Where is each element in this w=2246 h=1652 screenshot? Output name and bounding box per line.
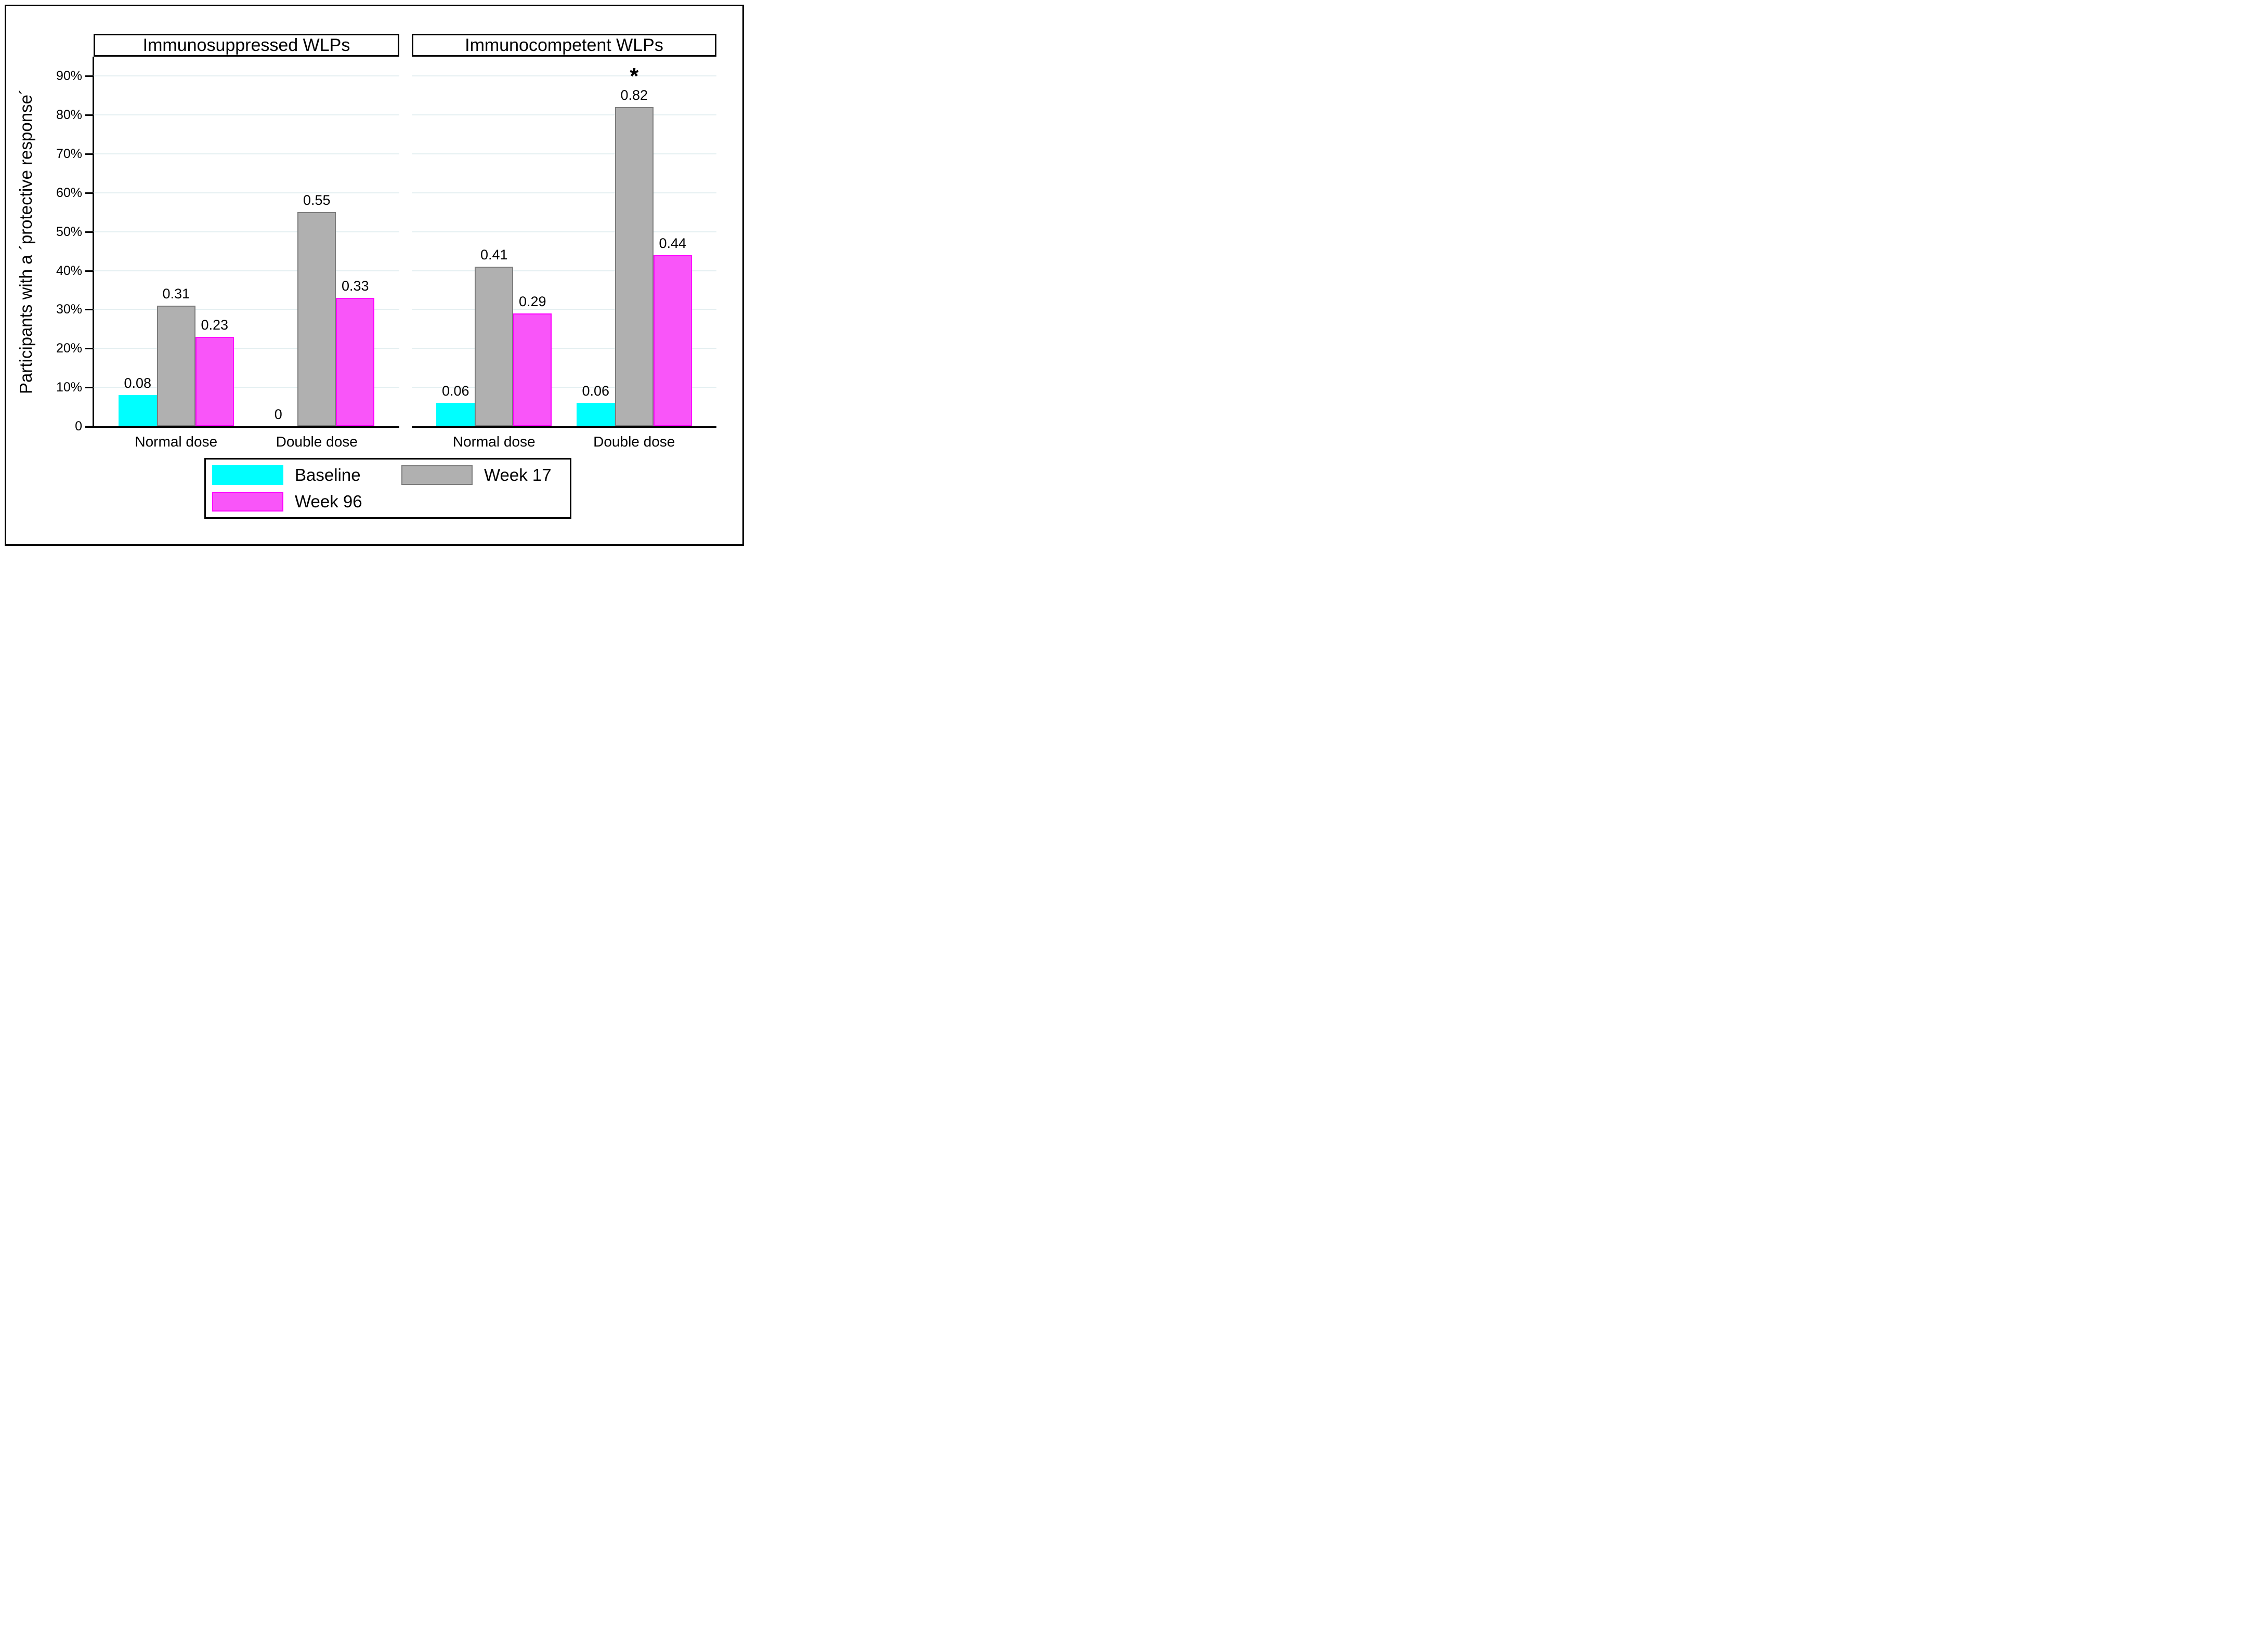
y-tick <box>85 270 93 272</box>
y-tick <box>85 387 93 389</box>
legend-swatch-week96 <box>212 492 283 512</box>
bar-week-17-normal-dose <box>475 267 514 426</box>
bar-chart-figure: Participants with a ´protective response… <box>0 0 749 550</box>
legend-entry-week96: Week 96 <box>212 492 362 512</box>
gridline <box>412 348 716 349</box>
y-tick <box>85 75 93 77</box>
y-tick <box>85 114 93 116</box>
gridline <box>94 348 399 349</box>
legend-swatch-week17 <box>401 465 473 485</box>
significance-asterisk: * <box>630 63 639 89</box>
plot-area-immunosuppressed: 0.08 0.31 0.23 Normal dose 0 0.55 0.33 Double d… <box>94 57 399 450</box>
bar-week-96-double-dose <box>336 298 375 426</box>
legend-entry-baseline: Baseline <box>212 465 361 485</box>
bar-value-label-week-96-double-dose: 0.44 <box>659 235 687 251</box>
gridline <box>412 192 716 193</box>
y-tick <box>85 348 93 350</box>
y-tick-label: 10% <box>56 380 82 395</box>
panel-title-immunocompetent: Immunocompetent WLPs <box>412 34 716 57</box>
legend-entry-week17: Week 17 <box>401 465 552 485</box>
y-tick-label: 20% <box>56 341 82 356</box>
bar-value-label-week-17-normal-dose: 0.31 <box>162 286 190 301</box>
gridline <box>412 387 716 388</box>
gridline <box>94 387 399 388</box>
gridline <box>412 231 716 232</box>
legend-label-week17: Week 17 <box>484 465 552 484</box>
gridline <box>412 309 716 310</box>
gridline <box>412 75 716 77</box>
bar-value-label-baseline-normal-dose: 0.08 <box>124 375 152 391</box>
panel-title-text: Immunocompetent WLPs <box>465 35 663 55</box>
bar-value-label-week-17-normal-dose: 0.41 <box>480 247 508 263</box>
x-category-label-double-dose: Double dose <box>276 434 358 450</box>
bar-baseline-double-dose <box>576 403 615 426</box>
bar-baseline-normal-dose <box>118 395 157 426</box>
bar-value-label-week-96-double-dose: 0.33 <box>341 278 369 294</box>
y-tick-label: 0 <box>75 419 82 434</box>
legend-label-week96: Week 96 <box>295 492 362 511</box>
x-axis-line-left-panel <box>85 426 399 428</box>
y-tick <box>85 309 93 311</box>
gridline <box>412 270 716 271</box>
legend-box: Baseline Week 17 Week 96 <box>204 458 571 519</box>
bar-week-17-double-dose <box>297 212 336 426</box>
bar-week-17-normal-dose <box>156 306 195 426</box>
panel-title-text: Immunosuppressed WLPs <box>142 35 350 55</box>
bar-value-label-week-17-double-dose: 0.82 <box>620 87 648 103</box>
gridline <box>412 153 716 155</box>
gridline <box>94 270 399 271</box>
y-tick-label: 50% <box>56 224 82 239</box>
y-tick <box>85 231 93 233</box>
legend-swatch-baseline <box>212 465 283 485</box>
plot-area-immunocompetent: 0.06 0.41 0.29 Normal dose 0.06 0.82 * 0.44 Doub… <box>412 57 716 450</box>
bar-baseline-normal-dose <box>436 403 475 426</box>
y-tick-label: 40% <box>56 263 82 278</box>
gridline <box>94 231 399 232</box>
figure-border <box>5 5 744 546</box>
y-tick-label: 30% <box>56 302 82 317</box>
gridline <box>94 75 399 77</box>
bar-value-label-week-17-double-dose: 0.55 <box>303 192 331 208</box>
gridline <box>94 153 399 155</box>
legend-label-baseline: Baseline <box>295 465 361 484</box>
gridline <box>94 192 399 193</box>
bar-value-label-baseline-normal-dose: 0.06 <box>441 383 469 399</box>
y-tick-label: 90% <box>56 69 82 84</box>
bar-value-label-baseline-double-dose: 0.06 <box>582 383 610 399</box>
bar-value-label-baseline-double-dose: 0 <box>274 407 282 422</box>
bar-week-96-normal-dose <box>513 313 552 426</box>
bar-week-17-double-dose <box>615 107 654 426</box>
bar-week-96-normal-dose <box>195 336 234 426</box>
bar-value-label-week-96-normal-dose: 0.29 <box>518 293 546 309</box>
bar-week-96-double-dose <box>653 255 692 426</box>
bar-value-label-week-96-normal-dose: 0.23 <box>201 317 229 333</box>
y-tick-label: 80% <box>56 108 82 123</box>
y-tick-label: 70% <box>56 147 82 162</box>
gridline <box>94 114 399 116</box>
y-tick <box>85 153 93 155</box>
x-category-label-normal-dose: Normal dose <box>135 434 218 450</box>
x-category-label-normal-dose: Normal dose <box>452 434 536 450</box>
x-axis-line-right-panel <box>412 426 716 428</box>
gridline <box>412 114 716 116</box>
y-tick <box>85 192 93 194</box>
y-axis-line <box>93 57 94 428</box>
gridline <box>94 309 399 310</box>
panel-title-immunosuppressed: Immunosuppressed WLPs <box>94 34 399 57</box>
x-category-label-double-dose: Double dose <box>593 434 675 450</box>
y-tick-label: 60% <box>56 185 82 200</box>
